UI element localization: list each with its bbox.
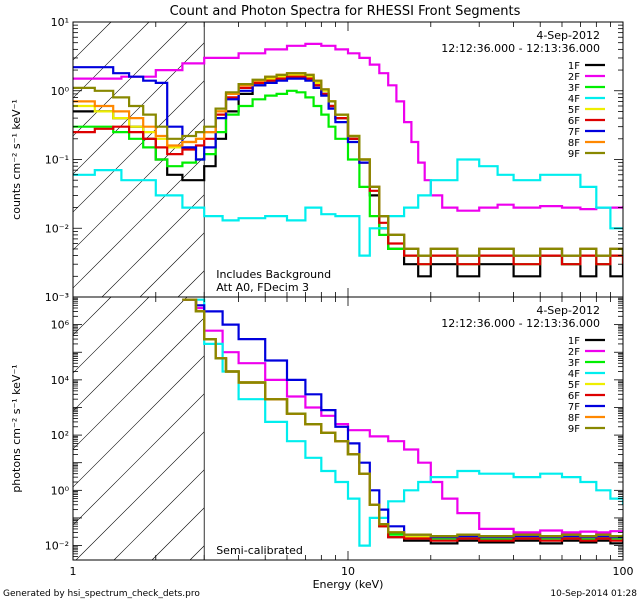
series-4F: [73, 158, 623, 257]
annotation: Includes Background: [216, 268, 331, 281]
legend-label-2F: 2F: [568, 72, 580, 83]
x-tick-label: 100: [613, 565, 634, 578]
y-tick-label: 10⁴: [51, 374, 70, 387]
series-4F: [182, 298, 623, 547]
footer-timestamp: 10-Sep-2014 01:28: [550, 589, 637, 599]
legend-label-6F: 6F: [568, 391, 580, 402]
y-tick-label: 10⁻³: [45, 291, 69, 304]
y-tick-label: 10²: [51, 429, 69, 442]
time-range-label: 12:12:36.000 - 12:13:36.000: [441, 317, 600, 330]
attenuator-hatch-region: [73, 22, 623, 297]
y-tick-label: 10⁰: [51, 484, 70, 497]
series-group: [182, 298, 623, 547]
figure-title: Count and Photon Spectra for RHESSI Fron…: [170, 4, 521, 19]
series-9F: [73, 72, 623, 257]
date-label: 4-Sep-2012: [536, 29, 600, 42]
panel-top: 10⁻³ 10⁻² 10⁻¹ 10⁰ 10¹ counts cm⁻² s⁻¹ keV⁻¹ 4…: [10, 16, 624, 304]
legend-label-6F: 6F: [568, 116, 580, 127]
x-ticks: [72, 297, 611, 560]
legend-label-8F: 8F: [568, 413, 580, 424]
legend-label-4F: 4F: [568, 369, 580, 380]
legend-label-1F: 1F: [568, 61, 580, 72]
legend-label-4F: 4F: [568, 94, 580, 105]
legend-label-9F: 9F: [568, 424, 580, 435]
footer-generated-by: Generated by hsi_spectrum_check_dets.pro: [3, 589, 200, 599]
y-tick-label: 10⁻²: [45, 222, 69, 235]
legend-label-7F: 7F: [568, 402, 580, 413]
x-axis-label: Energy (keV): [313, 578, 384, 591]
date-label: 4-Sep-2012: [536, 304, 600, 317]
legend-label-3F: 3F: [568, 83, 580, 94]
legend-label-8F: 8F: [568, 138, 580, 149]
legend-label-2F: 2F: [568, 347, 580, 358]
legend-label-3F: 3F: [568, 358, 580, 369]
legend-label-5F: 5F: [568, 380, 580, 391]
attenuator-hatch-region: [73, 297, 623, 560]
y-tick-label: 10¹: [51, 16, 69, 29]
y-ticks: [73, 297, 623, 561]
y-tick-label: 10⁰: [51, 85, 70, 98]
legend-label-9F: 9F: [568, 149, 580, 160]
series-9F: [182, 298, 623, 538]
y-ticks: [73, 24, 623, 298]
series-2F: [182, 298, 623, 534]
series-2F: [73, 42, 623, 212]
legend-label-1F: 1F: [568, 336, 580, 347]
y-tick-label: 10⁻¹: [45, 154, 69, 167]
x-tick-label: 10: [341, 565, 355, 578]
series-group: [73, 42, 623, 278]
annotation: Semi-calibrated: [216, 544, 303, 557]
time-range-label: 12:12:36.000 - 12:13:36.000: [441, 42, 600, 55]
y-axis-label: counts cm⁻² s⁻¹ keV⁻¹: [10, 99, 23, 220]
x-tick-label: 1: [70, 565, 77, 578]
y-tick-label: 10⁻²: [45, 540, 69, 553]
panel-bottom: 10⁻² 10⁰ 10² 10⁴ 10⁶ 1 10 100 photons cm⁻² s⁻¹ k…: [10, 296, 634, 591]
legend-label-7F: 7F: [568, 127, 580, 138]
x-ticks: [72, 22, 611, 297]
y-tick-label: 10⁶: [51, 319, 70, 332]
y-axis-label: photons cm⁻² s⁻¹ keV⁻¹: [10, 364, 23, 492]
annotation: Att A0, FDecim 3: [216, 281, 309, 294]
legend-label-5F: 5F: [568, 105, 580, 116]
